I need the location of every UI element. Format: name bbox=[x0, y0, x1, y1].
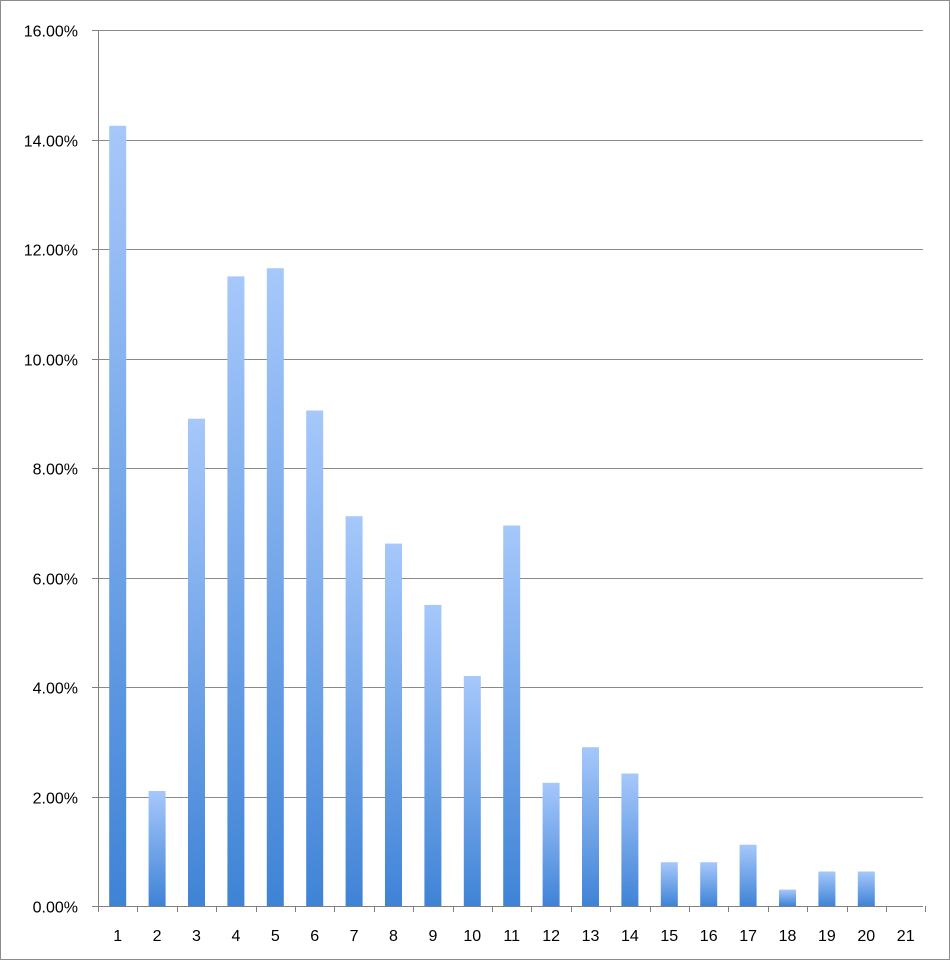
bars bbox=[109, 125, 875, 907]
x-tick-label: 21 bbox=[897, 928, 915, 945]
x-tick-label: 3 bbox=[192, 928, 201, 945]
x-tick-label: 2 bbox=[153, 928, 162, 945]
y-tick-label: 16.00% bbox=[24, 24, 78, 41]
bar-7 bbox=[345, 516, 363, 906]
x-tick-label: 7 bbox=[350, 928, 359, 945]
x-tick-label: 4 bbox=[231, 928, 240, 945]
x-tick-label: 18 bbox=[779, 928, 797, 945]
y-tick-label: 14.00% bbox=[24, 134, 78, 151]
x-tick-label: 14 bbox=[621, 928, 639, 945]
bar-8 bbox=[385, 543, 402, 906]
x-tick-label: 1 bbox=[113, 928, 122, 945]
axes bbox=[92, 30, 926, 912]
bar-6 bbox=[306, 410, 324, 906]
bar-3 bbox=[188, 418, 205, 906]
bar-1 bbox=[109, 125, 127, 907]
x-tick-label: 9 bbox=[428, 928, 437, 945]
bar-11 bbox=[503, 525, 521, 906]
bar-12 bbox=[542, 782, 560, 906]
bar-2 bbox=[148, 791, 166, 906]
y-tick-label: 12.00% bbox=[24, 243, 78, 260]
tick-labels: 0.00% 2.00% 4.00% 6.00% 8.00% 10.00% 12.00% 14.… bbox=[24, 24, 915, 946]
bar-9 bbox=[424, 604, 442, 906]
bar-13 bbox=[582, 747, 599, 906]
bar-15 bbox=[660, 862, 678, 906]
x-tick-label: 19 bbox=[818, 928, 836, 945]
bar-10 bbox=[463, 676, 481, 906]
y-tick-label: 6.00% bbox=[33, 572, 78, 589]
x-tick-label: 16 bbox=[700, 928, 718, 945]
x-tick-label: 13 bbox=[582, 928, 600, 945]
bar-14 bbox=[621, 773, 639, 906]
x-tick-label: 20 bbox=[857, 928, 875, 945]
x-tick-label: 12 bbox=[542, 928, 560, 945]
bar-16 bbox=[700, 862, 718, 906]
x-tick-label: 8 bbox=[389, 928, 398, 945]
x-tick-label: 15 bbox=[660, 928, 678, 945]
y-tick-label: 10.00% bbox=[24, 353, 78, 370]
x-tick-label: 6 bbox=[310, 928, 319, 945]
x-tick-label: 11 bbox=[503, 928, 520, 945]
bar-20 bbox=[857, 871, 875, 906]
bar-19 bbox=[818, 871, 836, 906]
y-tick-label: 0.00% bbox=[33, 900, 78, 917]
x-tick-label: 10 bbox=[463, 928, 481, 945]
y-tick-label: 8.00% bbox=[33, 462, 78, 479]
bar-18 bbox=[779, 889, 796, 906]
x-tick-label: 17 bbox=[739, 928, 757, 945]
bar-17 bbox=[739, 844, 757, 906]
y-tick-label: 2.00% bbox=[33, 791, 78, 808]
bar-4 bbox=[227, 276, 245, 906]
x-tick-label: 5 bbox=[271, 928, 280, 945]
y-tick-label: 4.00% bbox=[33, 681, 78, 698]
bar-5 bbox=[266, 268, 284, 906]
